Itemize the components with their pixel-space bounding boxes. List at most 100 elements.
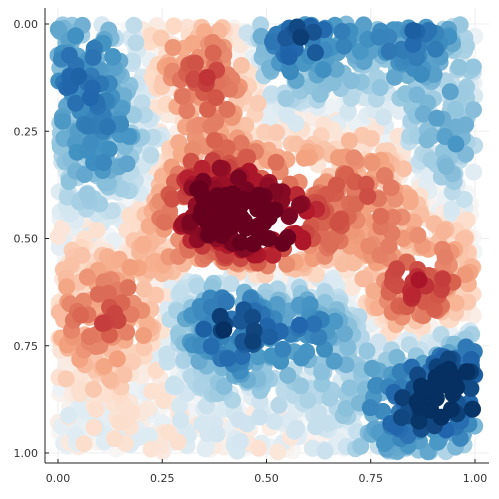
scatter-point [434,223,452,240]
scatter-points [49,15,484,461]
scatter-point [356,270,374,288]
scatter-point [88,221,106,239]
scatter-point [404,286,422,304]
scatter-point [118,155,136,173]
scatter-point [316,442,334,460]
scatter-point [232,134,250,152]
scatter-point [310,404,328,421]
scatter-point [291,196,308,214]
scatter-point [282,63,299,81]
scatter-point [264,246,282,264]
scatter-point [339,102,357,120]
scatter-point [268,124,285,141]
scatter-point [143,382,161,400]
scatter-point [408,49,425,67]
scatter-point [184,35,202,52]
scatter-point [306,44,324,62]
scatter-point [125,16,143,34]
scatter-point [79,117,97,135]
scatter-point [222,275,240,293]
scatter-point [299,391,317,409]
scatter-point [95,154,112,171]
scatter-point [427,40,444,58]
x-tick-label: 0.50 [254,472,279,485]
scatter-point [465,101,482,119]
scatter-point [328,176,345,194]
scatter-point [142,146,160,164]
scatter-point [163,190,181,208]
scatter-point [156,213,174,231]
scatter-point [447,294,465,312]
scatter-point [135,339,153,357]
scatter-point [380,42,398,60]
scatter-point [140,427,158,445]
scatter-point [386,68,403,86]
scatter-point [171,284,189,301]
scatter-point [217,293,235,311]
scatter-point [174,87,191,105]
y-tick-label: 1.00 [14,447,39,460]
scatter-point [305,315,323,333]
scatter-point [169,433,187,451]
scatter-point [375,108,392,126]
scatter-point [274,234,292,252]
scatter-point [267,153,285,171]
scatter-point [200,226,218,244]
scatter-point [382,179,400,197]
scatter-point [106,430,123,448]
scatter-point [76,166,93,183]
scatter-point [292,377,310,395]
scatter-point [108,350,126,368]
scatter-point [363,359,381,377]
scatter-point [322,98,340,116]
axes [44,8,489,464]
scatter-point [188,277,206,295]
scatter-point [401,193,419,211]
scatter-point [249,217,267,235]
scatter-point [291,316,308,334]
scatter-point [428,109,446,127]
x-tick-label: 1.00 [463,472,488,485]
scatter-point [264,33,281,51]
scatter-point [204,44,222,62]
scatter-point [70,67,88,85]
scatter-point [441,83,459,101]
scatter-point [412,65,430,83]
scatter-point [339,338,357,356]
scatter-point [218,139,236,157]
scatter-point [268,296,286,313]
scatter-point [119,279,137,297]
scatter-point [437,158,455,175]
scatter-point [54,112,72,130]
scatter-point [100,284,117,302]
scatter-point [358,342,376,360]
scatter-point [78,268,96,286]
scatter-point [261,328,279,346]
scatter-point [419,379,437,397]
scatter-point [345,254,363,272]
scatter-point [352,437,370,455]
scatter-point [337,400,355,417]
scatter-point [72,306,90,324]
scatter-point [313,375,331,393]
scatter-point [362,130,380,148]
scatter-point [294,229,312,247]
scatter-point [231,433,249,450]
scatter-point [172,411,190,429]
scatter-point [392,409,410,426]
scatter-point [324,74,342,91]
scatter-point [458,37,475,55]
scatter-point [87,400,105,418]
scatter-point [255,197,273,214]
scatter-point [111,413,129,431]
scatter-point [196,440,214,458]
scatter-point [422,151,440,169]
scatter-point [78,185,96,203]
scatter-point [53,219,71,237]
scatter-point [371,79,389,97]
scatter-point [120,127,138,145]
scatter-point [193,159,211,177]
scatter-point [67,94,85,112]
scatter-point [100,140,118,158]
